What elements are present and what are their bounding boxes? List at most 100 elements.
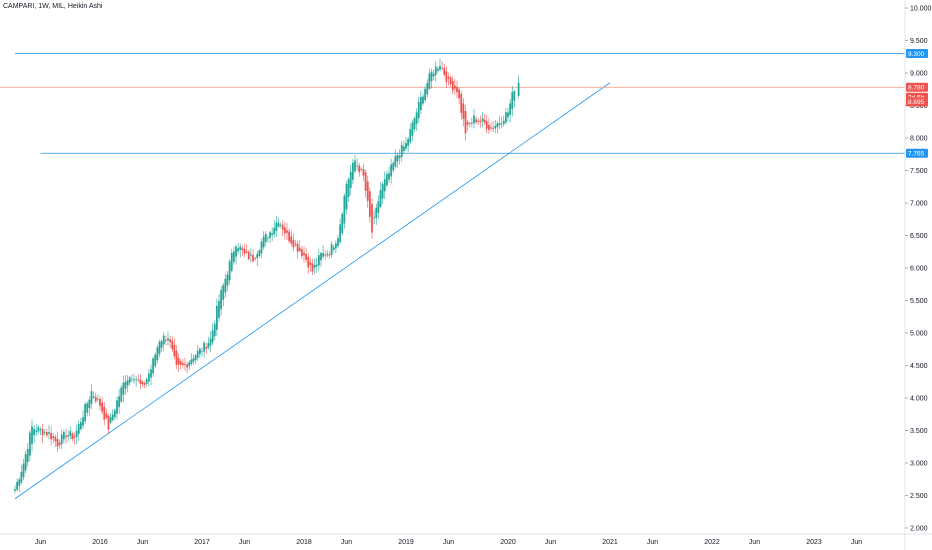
candle-up: [188, 362, 191, 366]
candle-down: [458, 89, 461, 99]
candle-up: [356, 165, 359, 167]
candle-up: [511, 92, 514, 110]
candle-up: [345, 184, 348, 210]
support-trendline: [14, 82, 611, 500]
candles: [14, 58, 520, 494]
candle-up: [432, 73, 435, 77]
candle-up: [436, 68, 439, 71]
last-price-badge: 8.780: [908, 85, 925, 92]
candle-down: [447, 76, 450, 79]
candle-up: [428, 73, 431, 89]
candle-up: [375, 207, 378, 218]
x-tick-label: Jun: [35, 539, 46, 546]
candle-up: [377, 201, 380, 213]
candle-up: [271, 233, 274, 236]
candle-up: [77, 424, 80, 434]
candle-up: [394, 156, 397, 167]
candle-down: [311, 263, 314, 272]
candle-down: [286, 230, 288, 233]
candle-up: [160, 341, 163, 348]
candle-up: [48, 432, 50, 434]
candle-up: [317, 255, 320, 266]
candle-up: [422, 96, 424, 104]
candle-up: [60, 434, 63, 444]
candle-up: [152, 358, 155, 374]
candle-up: [517, 82, 520, 96]
candle-down: [462, 103, 465, 119]
candle-up: [196, 350, 199, 358]
candle-up: [405, 143, 407, 149]
candle-down: [328, 254, 331, 256]
candle-down: [45, 432, 48, 436]
candle-up: [158, 341, 161, 354]
candle-down: [245, 251, 248, 253]
candle-up: [349, 171, 352, 188]
candle-up: [130, 379, 133, 381]
close-price-badge: 8.695: [908, 99, 925, 106]
candle-down: [184, 364, 186, 366]
candle-up: [122, 382, 125, 395]
last-price-badge-bg: [906, 82, 928, 92]
candle-down: [58, 442, 61, 446]
candle-up: [419, 96, 422, 111]
candle-up: [218, 300, 220, 318]
candle-down: [460, 93, 463, 113]
candle-up: [411, 122, 414, 136]
candle-up: [275, 222, 278, 231]
candle-up: [220, 289, 223, 310]
candle-up: [337, 238, 339, 247]
candle-down: [139, 379, 142, 384]
candle-up: [211, 330, 214, 343]
candle-down: [52, 436, 55, 439]
level-badge-bg: [906, 49, 928, 58]
candle-down: [56, 439, 59, 447]
candle-down: [288, 231, 291, 242]
candle-up: [260, 241, 263, 254]
candle-up: [215, 305, 218, 330]
candle-up: [494, 125, 497, 129]
candle-up: [14, 489, 16, 491]
candle-down: [105, 413, 108, 418]
candle-up: [381, 184, 384, 199]
candle-up: [400, 145, 403, 157]
candle-up: [498, 123, 501, 126]
price-axis: 2.000 2.500 3.000 3.500 4.000 4.500 5.000 5.500…: [904, 0, 932, 550]
candle-up: [322, 252, 325, 257]
time-axis: Jun 2016 Jun 2017 Jun 2018 Jun 2019 Jun 2020 Jun 20…: [0, 533, 932, 546]
x-tick-label: 2017: [194, 539, 210, 546]
candle-up: [24, 454, 27, 471]
candle-down: [456, 87, 458, 93]
candle-up: [354, 160, 356, 172]
candle-up: [156, 347, 159, 361]
candle-down: [252, 254, 254, 262]
y-tick-label: 8.500: [910, 103, 928, 110]
x-tick-label: 2022: [704, 539, 720, 546]
candle-down: [490, 127, 492, 129]
candle-up: [118, 396, 121, 407]
x-tick-label: Jun: [647, 539, 658, 546]
y-tick-label: 7.000: [910, 201, 928, 208]
candle-down: [177, 357, 180, 365]
x-tick-label: Jun: [851, 539, 862, 546]
candle-up: [22, 463, 25, 478]
candle-down: [281, 224, 284, 230]
candle-down: [451, 80, 454, 91]
candle-down: [298, 247, 301, 252]
y-tick-label: 9.000: [910, 71, 928, 78]
candle-up: [96, 398, 99, 400]
candle-up: [145, 379, 148, 384]
candle-down: [243, 249, 246, 254]
candle-up: [398, 155, 401, 159]
candle-down: [485, 121, 488, 129]
candle-up: [402, 146, 405, 151]
candle-down: [186, 364, 189, 368]
candle-down: [364, 172, 367, 191]
candle-up: [256, 253, 259, 259]
candle-up: [222, 285, 225, 300]
candle-up: [434, 66, 437, 76]
candle-up: [496, 123, 499, 128]
candle-up: [373, 217, 376, 219]
candle-down: [94, 396, 97, 402]
